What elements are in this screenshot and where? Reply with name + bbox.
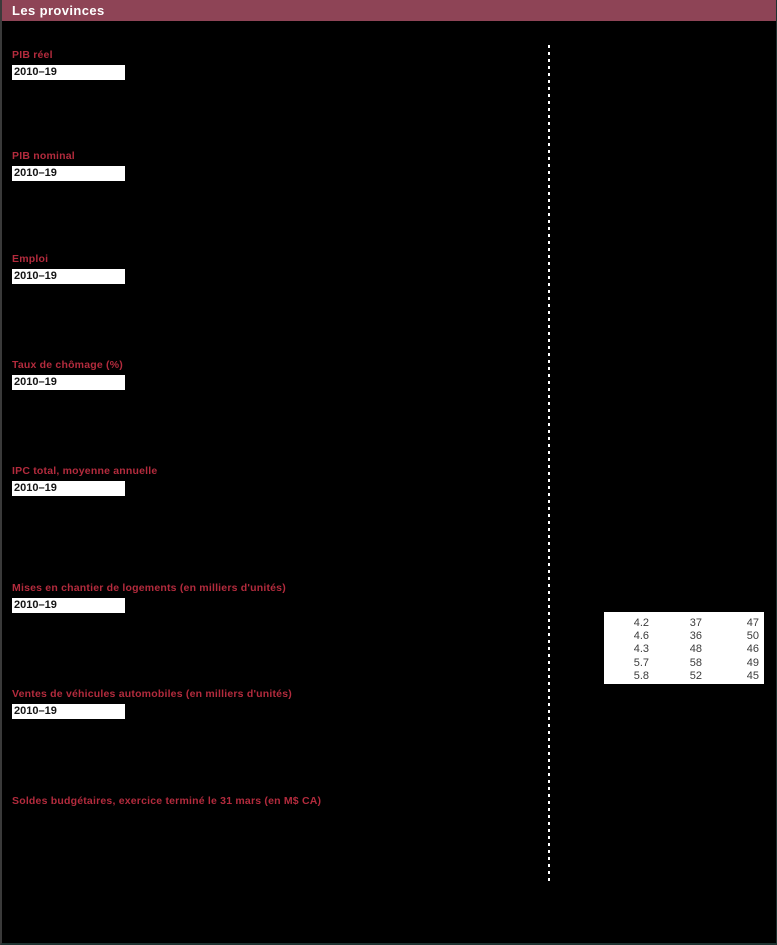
section-label: IPC total, moyenne annuelle (12, 465, 158, 477)
table-cell: 36 (689, 630, 702, 643)
range-header-cell: 2010–19 (12, 269, 125, 284)
section-label: PIB réel (12, 49, 53, 61)
table-cell: 5.7 (633, 656, 649, 669)
table-row: 4.6 36 50 (604, 630, 764, 643)
range-header-cell: 2010–19 (12, 375, 125, 390)
table-cell: 4.2 (633, 617, 649, 629)
section-soldes-budgetaires: Soldes budgétaires, exercice terminé le … (12, 795, 321, 811)
section-taux-chomage: Taux de chômage (%) 2010–19 (12, 359, 125, 390)
range-header-cell: 2010–19 (12, 598, 125, 613)
section-label: Emploi (12, 253, 49, 265)
table-cell: 47 (746, 617, 759, 629)
table-cell: 58 (689, 656, 702, 669)
table-cell: 50 (746, 630, 759, 643)
section-ipc-total: IPC total, moyenne annuelle 2010–19 (12, 465, 157, 496)
range-header-cell: 2010–19 (12, 481, 125, 496)
table-cell: 37 (689, 617, 702, 629)
table-cell: 4.3 (633, 643, 649, 656)
table-row: 5.7 58 49 (604, 657, 764, 670)
section-pib-nominal: PIB nominal 2010–19 (12, 150, 125, 181)
section-ventes-vehicules: Ventes de véhicules automobiles (en mill… (12, 688, 292, 719)
table-cell: 52 (689, 669, 702, 682)
section-emploi: Emploi 2010–19 (12, 253, 125, 284)
section-label: Mises en chantier de logements (en milli… (12, 582, 286, 594)
table-cell: 46 (746, 643, 759, 656)
dotted-separator-line (548, 45, 550, 882)
page-title: Les provinces (2, 0, 776, 21)
table-cell: 4.6 (633, 630, 649, 643)
range-header-cell: 2010–19 (12, 704, 125, 719)
table-cell: 5.8 (633, 669, 649, 682)
section-pib-reel: PIB réel 2010–19 (12, 49, 125, 80)
table-row: 4.3 48 46 (604, 643, 764, 656)
table-row: 5.8 52 45 (604, 670, 764, 683)
range-header-cell: 2010–19 (12, 166, 125, 181)
section-label: Ventes de véhicules automobiles (en mill… (12, 688, 292, 700)
section-label: Taux de chômage (%) (12, 359, 123, 371)
data-table: 4.2 37 47 4.6 36 50 4.3 48 46 5.7 58 49 … (604, 612, 764, 684)
range-header-cell: 2010–19 (12, 65, 125, 80)
section-label: PIB nominal (12, 150, 75, 162)
table-cell: 49 (746, 656, 759, 669)
table-cell: 45 (746, 669, 759, 682)
table-cell: 48 (689, 643, 702, 656)
section-label: Soldes budgétaires, exercice terminé le … (12, 795, 322, 807)
section-mises-en-chantier: Mises en chantier de logements (en milli… (12, 582, 286, 613)
table-row: 4.2 37 47 (604, 617, 764, 630)
